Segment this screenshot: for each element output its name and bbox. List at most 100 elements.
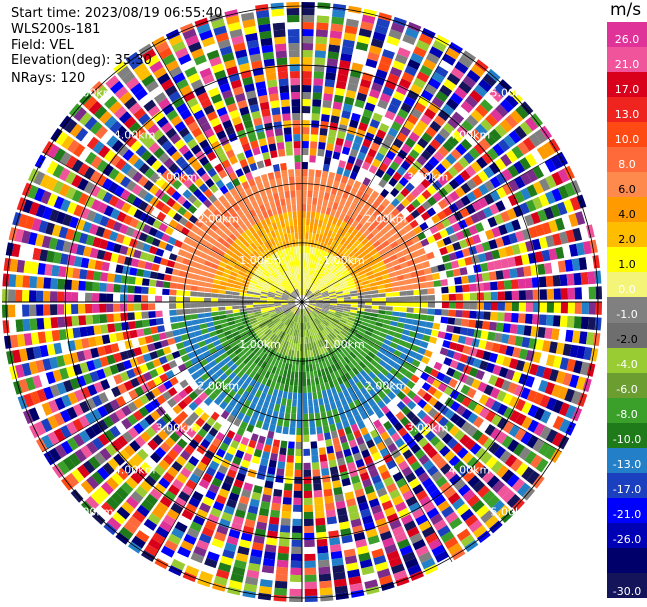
range-gate <box>537 326 546 338</box>
range-gate <box>496 280 505 290</box>
range-gate <box>313 319 319 326</box>
range-gate <box>369 89 381 99</box>
range-gate <box>551 384 562 398</box>
range-gate <box>140 295 149 302</box>
range-gate <box>337 73 348 83</box>
range-gate <box>327 313 334 318</box>
range-gate <box>326 516 337 525</box>
range-gate <box>322 329 329 336</box>
range-gate <box>324 260 331 268</box>
range-gate <box>502 183 513 196</box>
range-gate <box>320 321 327 328</box>
range-gate <box>50 304 58 316</box>
range-gate <box>325 326 332 333</box>
range-gate <box>361 161 371 171</box>
range-gate <box>344 25 358 35</box>
range-gate <box>411 344 420 353</box>
range-gate <box>277 149 286 157</box>
range-gate <box>374 24 389 35</box>
range-gate <box>293 490 302 498</box>
range-gate <box>417 247 426 256</box>
range-gate <box>504 302 512 311</box>
range-gate <box>367 340 375 348</box>
range-gate <box>501 333 510 344</box>
range-gate <box>380 188 390 198</box>
range-gate <box>50 317 59 329</box>
range-gate <box>319 286 327 292</box>
range-gate <box>435 65 449 78</box>
range-gate <box>445 225 455 236</box>
range-gate <box>177 321 186 329</box>
range-gate <box>324 86 334 95</box>
range-gate <box>338 160 347 169</box>
range-gate <box>314 377 320 385</box>
range-gate <box>460 138 473 151</box>
range-gate <box>308 296 315 300</box>
range-gate <box>343 291 351 295</box>
range-gate <box>436 354 446 364</box>
range-gate <box>274 43 287 52</box>
range-gate <box>278 538 290 547</box>
range-gate <box>307 306 313 312</box>
range-gate <box>324 269 330 276</box>
range-gate <box>344 372 352 381</box>
range-gate <box>578 257 588 271</box>
range-gate <box>363 211 372 220</box>
range-gate <box>509 410 521 423</box>
range-gate <box>283 419 290 428</box>
range-gate <box>427 465 439 477</box>
range-gate <box>373 376 382 385</box>
range-gate <box>37 262 46 275</box>
range-gate <box>447 317 456 325</box>
range-gate <box>302 343 305 351</box>
range-gate <box>355 213 363 223</box>
range-gate <box>331 16 345 25</box>
range-gate <box>473 142 486 155</box>
range-gate <box>332 3 347 12</box>
range-gate <box>485 410 496 423</box>
range-gate <box>426 447 438 459</box>
range-gate <box>316 271 321 279</box>
range-gate <box>319 184 326 193</box>
range-gate <box>392 296 400 302</box>
range-gate <box>497 302 505 311</box>
range-gate <box>302 182 308 191</box>
range-gate <box>403 323 412 330</box>
range-gate <box>388 177 398 187</box>
range-gate <box>466 178 477 190</box>
range-gate <box>294 378 298 386</box>
range-gate <box>444 332 453 341</box>
range-gate <box>327 312 335 316</box>
range-gate <box>418 320 427 327</box>
range-gate <box>329 122 339 131</box>
range-gate <box>180 264 189 272</box>
range-gate <box>502 269 511 279</box>
range-gate <box>267 430 275 439</box>
range-gate <box>273 594 287 602</box>
range-gate <box>308 232 313 240</box>
range-gate <box>406 203 416 213</box>
range-gate <box>344 364 352 372</box>
range-gate <box>312 247 316 255</box>
range-gate <box>347 281 356 287</box>
range-gate <box>507 382 518 394</box>
range-gate <box>400 187 410 198</box>
range-gate <box>466 265 475 275</box>
range-gate <box>218 306 226 311</box>
range-gate <box>333 225 340 234</box>
range-gate <box>317 315 324 321</box>
range-gate <box>364 308 372 313</box>
range-gate <box>326 178 334 187</box>
range-gate <box>320 227 326 236</box>
range-gate <box>560 302 569 314</box>
range-gate <box>357 405 365 414</box>
range-gate <box>315 306 322 310</box>
range-gate <box>425 274 434 282</box>
range-gate <box>418 471 430 483</box>
range-gate <box>481 241 491 252</box>
range-gate <box>450 67 465 80</box>
range-gate <box>459 327 468 336</box>
range-gate <box>387 266 395 274</box>
range-gate <box>454 174 466 186</box>
range-gate <box>276 142 285 150</box>
